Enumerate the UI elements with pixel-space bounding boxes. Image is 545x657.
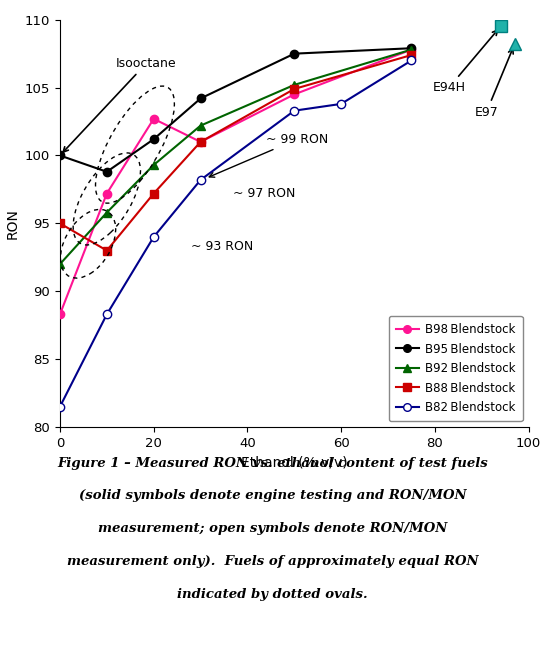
B82 Blendstock [104,310,110,318]
B82 Blendstock [338,100,344,108]
Line: B82 Blendstock: B82 Blendstock [56,57,416,411]
B92 Blendstock [104,208,110,216]
B82 Blendstock [150,233,157,241]
B98 Blendstock [104,190,110,198]
B98 Blendstock [150,115,157,123]
B92 Blendstock [57,260,63,268]
Line: B98 Blendstock: B98 Blendstock [56,45,416,319]
Text: ~ 97 RON: ~ 97 RON [233,187,296,200]
B98 Blendstock [197,138,204,146]
Text: ~ 93 RON: ~ 93 RON [191,240,253,253]
B88 Blendstock [150,190,157,198]
Text: indicated by dotted ovals.: indicated by dotted ovals. [177,588,368,601]
Text: (solid symbols denote engine testing and RON/MON: (solid symbols denote engine testing and… [78,489,467,503]
B98 Blendstock [291,91,298,99]
Text: measurement only).  Fuels of approximately equal RON: measurement only). Fuels of approximatel… [66,555,479,568]
B82 Blendstock [57,403,63,411]
B88 Blendstock [197,138,204,146]
Y-axis label: RON: RON [5,208,19,238]
B98 Blendstock [57,310,63,318]
Line: B88 Blendstock: B88 Blendstock [56,51,416,255]
Text: ~ 99 RON: ~ 99 RON [209,133,329,177]
Legend: B98 Blendstock, B95 Blendstock, B92 Blendstock, B88 Blendstock, B82 Blendstock: B98 Blendstock, B95 Blendstock, B92 Blen… [389,316,523,421]
B88 Blendstock [57,219,63,227]
B92 Blendstock [291,81,298,89]
Text: E94H: E94H [433,30,498,94]
Line: B95 Blendstock: B95 Blendstock [56,44,416,176]
Text: E97: E97 [475,49,513,118]
B92 Blendstock [408,45,415,53]
Text: Figure 1 – Measured RON vs. ethanol content of test fuels: Figure 1 – Measured RON vs. ethanol cont… [57,457,488,470]
B82 Blendstock [291,106,298,114]
B88 Blendstock [291,85,298,93]
B88 Blendstock [408,51,415,59]
B92 Blendstock [197,122,204,129]
B95 Blendstock [104,168,110,175]
B82 Blendstock [408,57,415,64]
X-axis label: Ethanol (% v/v): Ethanol (% v/v) [241,455,348,469]
B95 Blendstock [197,95,204,102]
B95 Blendstock [408,44,415,52]
B95 Blendstock [150,135,157,143]
Text: measurement; open symbols denote RON/MON: measurement; open symbols denote RON/MON [98,522,447,535]
B98 Blendstock [408,45,415,53]
B95 Blendstock [291,50,298,58]
B92 Blendstock [150,161,157,169]
Text: Isooctane: Isooctane [63,57,177,152]
B95 Blendstock [57,152,63,160]
Line: B92 Blendstock: B92 Blendstock [56,45,416,268]
B82 Blendstock [197,176,204,184]
B88 Blendstock [104,246,110,254]
